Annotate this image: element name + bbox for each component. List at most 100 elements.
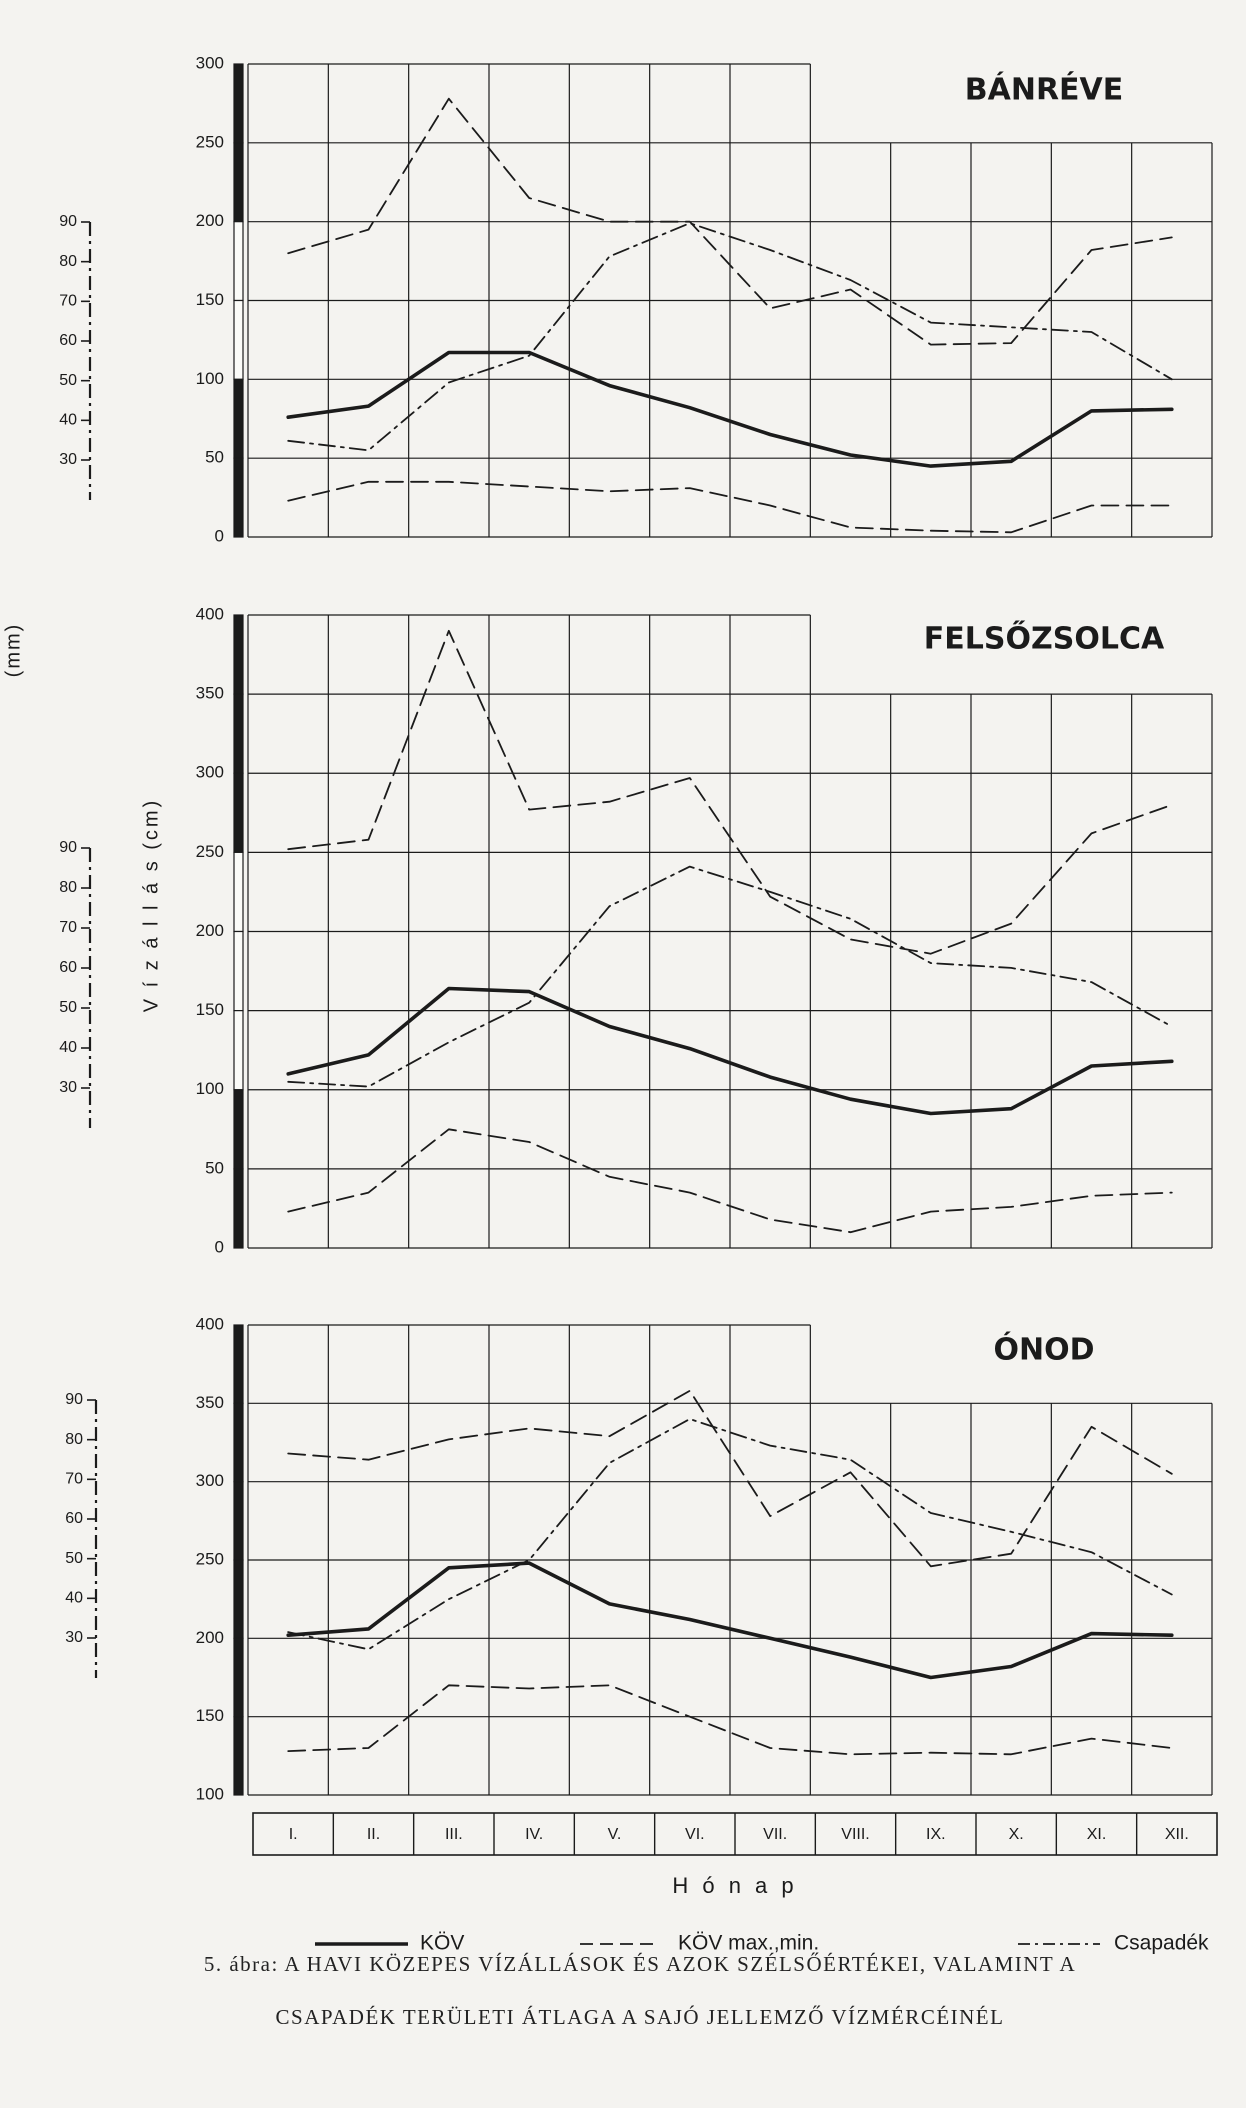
precipitation-scale: 30 40 50 60 70 80 90: [59, 839, 92, 1128]
legend: KÖV KÖV max.,min. Csapadék: [315, 1932, 1209, 1955]
y-tick-label: 100: [196, 1784, 224, 1803]
precipitation-tick-label: 50: [59, 999, 77, 1016]
precipitation-tick-label: 70: [59, 919, 77, 936]
month-label: V.: [608, 1826, 622, 1843]
precipitation-tick-label: 60: [59, 332, 77, 349]
scale-bar-segment: [233, 1010, 244, 1091]
precipitation-scale: 30 40 50 60 70 80 90: [65, 1391, 98, 1678]
precipitation-tick-label: 30: [65, 1629, 83, 1646]
precipitation-tick-label: 90: [59, 213, 77, 230]
scale-bar-segment: [233, 142, 244, 223]
precipitation-tick-label: 30: [59, 1079, 77, 1096]
series-line-dashed: [287, 1128, 1173, 1234]
month-label: XII.: [1165, 1826, 1189, 1843]
y-tick-label: 100: [196, 369, 224, 388]
station-title: BÁNRÉVE: [965, 72, 1124, 108]
chart-3: 100 150 200 250 300 350 400 ÓNOD 30 40 50 60 70 80 90: [65, 1314, 1213, 1803]
scale-bar-segment: [233, 457, 244, 538]
scale-bar-segment: [233, 1089, 244, 1170]
month-label: I.: [289, 1826, 298, 1843]
precipitation-tick-label: 70: [65, 1471, 83, 1488]
legend-label-kov-maxmin: KÖV max.,min.: [678, 1932, 819, 1955]
y-tick-label: 300: [196, 1471, 224, 1490]
scale-bar-segment: [233, 63, 244, 144]
series-line-dashed: [287, 1389, 1173, 1568]
series-line-dashdot: [287, 1418, 1173, 1651]
legend-label-kov: KÖV: [420, 1932, 464, 1955]
precipitation-tick-label: 90: [65, 1391, 83, 1408]
precipitation-tick-label: 50: [65, 1550, 83, 1567]
y-tick-label: 150: [196, 1000, 224, 1019]
y-tick-label: 250: [196, 842, 224, 861]
precipitation-scale: 30 40 50 60 70 80 90: [59, 213, 92, 500]
y-tick-label: 50: [205, 1158, 224, 1177]
y-tick-label: 300: [196, 763, 224, 782]
precipitation-tick-label: 90: [59, 839, 77, 856]
legend-label-csapadek: Csapadék: [1114, 1932, 1209, 1955]
precipitation-tick-label: 80: [59, 879, 77, 896]
scale-bar-segment: [233, 1637, 244, 1718]
precipitation-tick-label: 40: [65, 1590, 83, 1607]
scale-bar-segment: [233, 772, 244, 853]
y-tick-label: 350: [196, 1393, 224, 1412]
series-line-solid: [286, 350, 1174, 468]
figure-caption-line-2: CSAPADÉK TERÜLETI ÁTLAGA A SAJÓ JELLEMZŐ…: [275, 2005, 1005, 2029]
y-tick-label: 400: [196, 1314, 224, 1333]
y-tick-label: 200: [196, 1628, 224, 1647]
station-title: ÓNOD: [993, 1331, 1094, 1368]
series-line-dashed: [287, 629, 1173, 955]
scale-bar-segment: [233, 221, 244, 302]
precipitation-tick-label: 30: [59, 451, 77, 468]
y-tick-label: 100: [196, 1079, 224, 1098]
y-tick-label: 250: [196, 132, 224, 151]
scale-bar-segment: [233, 1559, 244, 1639]
precipitation-tick-label: 70: [59, 293, 77, 310]
chart-2: 0 50 100 150 200 250 300 350 400 FELSŐZSOLCA 30 40 5…: [59, 604, 1213, 1256]
y-tick-label: 400: [196, 604, 224, 623]
month-strip: I. II. III. IV. V. VI. VII. VIII. IX. X. XI. XII.: [252, 1812, 1218, 1856]
chart-1: 0 50 100 150 200 250 300 BÁNRÉVE 30 40 50 60 70 80 90: [59, 53, 1213, 545]
y-tick-label: 0: [215, 526, 224, 545]
month-label: VI.: [685, 1826, 705, 1843]
scale-bar-segment: [233, 299, 244, 380]
precipitation-tick-label: 80: [65, 1431, 83, 1448]
x-axis-label: H ó n a p: [672, 1873, 797, 1898]
series-line-dashdot: [287, 222, 1173, 452]
scale-bar-segment: [233, 1402, 244, 1483]
series-line-dashed: [287, 1684, 1173, 1756]
scale-bar-segment: [233, 851, 244, 933]
series-line-solid: [286, 986, 1174, 1116]
month-label: VIII.: [841, 1826, 869, 1843]
month-label: VII.: [763, 1826, 787, 1843]
y-tick-label: 200: [196, 921, 224, 940]
month-label: IV.: [525, 1826, 543, 1843]
scale-bar-segment: [233, 1324, 244, 1404]
y-axis-label: V í z á l l á s (cm): [140, 798, 162, 1012]
y-tick-label: 150: [196, 290, 224, 309]
y-tick-label: 250: [196, 1549, 224, 1568]
scale-bar-segment: [233, 1168, 244, 1249]
scale-bar-segment: [233, 930, 244, 1012]
precipitation-tick-label: 60: [59, 959, 77, 976]
y-tick-label: 150: [196, 1706, 224, 1725]
scale-bar-segment: [233, 378, 244, 459]
y-tick-label: 300: [196, 53, 224, 72]
precipitation-axis-label: (mm): [2, 623, 24, 678]
month-label: IX.: [926, 1826, 946, 1843]
precipitation-tick-label: 40: [59, 412, 77, 429]
scale-bar-segment: [233, 1481, 244, 1561]
station-title: FELSŐZSOLCA: [924, 620, 1165, 657]
y-tick-label: 350: [196, 684, 224, 703]
scale-bar-segment: [233, 614, 244, 695]
precipitation-tick-label: 60: [65, 1510, 83, 1527]
precipitation-tick-label: 80: [59, 253, 77, 270]
month-label: XI.: [1087, 1826, 1107, 1843]
figure-caption-line-1: 5. ábra: A HAVI KÖZEPES VÍZÁLLÁSOK ÉS AZ…: [203, 1952, 1077, 1976]
series-line-solid: [286, 1561, 1174, 1680]
month-label: III.: [445, 1826, 463, 1843]
month-label: II.: [367, 1826, 380, 1843]
precipitation-tick-label: 40: [59, 1039, 77, 1056]
scale-bar-segment: [233, 1716, 244, 1796]
precipitation-tick-label: 50: [59, 372, 77, 389]
